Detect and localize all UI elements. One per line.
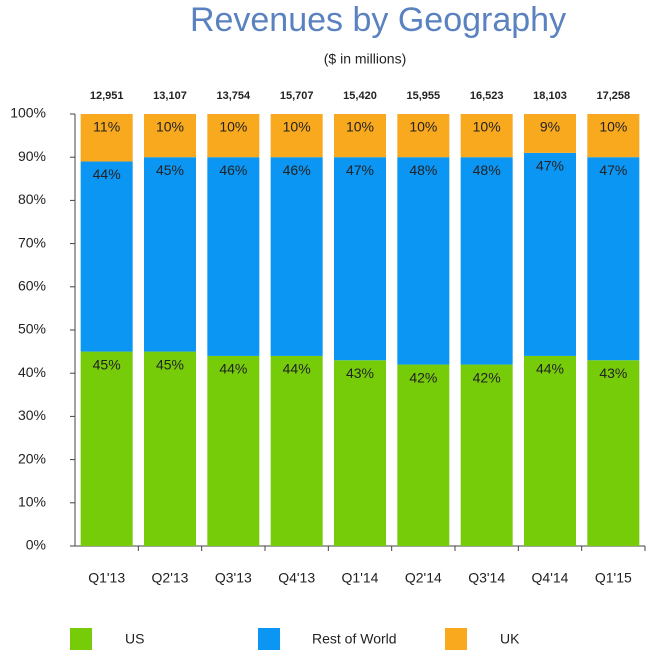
bar-segment <box>334 114 386 158</box>
total-label: 16,523 <box>470 90 504 102</box>
value-label: 10% <box>599 119 627 135</box>
value-label: 44% <box>93 166 121 182</box>
value-label: 43% <box>346 365 374 381</box>
y-tick-label: 70% <box>18 234 46 250</box>
legend-label: UK <box>500 631 520 647</box>
bar-segment <box>397 114 450 158</box>
legend-label: US <box>125 631 144 647</box>
bar-segment <box>80 351 133 546</box>
bar-segment <box>524 114 576 153</box>
y-tick-label: 30% <box>18 407 46 423</box>
total-label: 15,420 <box>343 90 377 102</box>
y-tick-label: 40% <box>18 364 46 380</box>
bar-segment <box>207 355 260 546</box>
bar-segment <box>524 355 576 546</box>
bar-segment <box>334 360 386 546</box>
x-tick-label: Q4'14 <box>532 570 569 586</box>
value-label: 45% <box>93 356 121 372</box>
value-label: 47% <box>346 162 374 178</box>
y-tick-label: 80% <box>18 191 46 207</box>
y-tick-label: 10% <box>18 494 46 510</box>
value-label: 10% <box>219 119 247 135</box>
chart-subtitle: ($ in millions) <box>324 51 406 67</box>
bar-segment <box>80 161 133 352</box>
total-label: 13,107 <box>153 90 187 102</box>
value-label: 45% <box>156 356 184 372</box>
bar-segment <box>397 364 450 546</box>
y-tick-label: 20% <box>18 450 46 466</box>
bar-segment <box>270 355 323 546</box>
value-label: 44% <box>536 361 564 377</box>
total-label: 15,707 <box>280 90 314 102</box>
bar-segment <box>397 157 450 365</box>
legend-swatch <box>445 628 467 650</box>
total-label: 18,103 <box>533 90 567 102</box>
value-label: 43% <box>599 365 627 381</box>
total-label: 17,258 <box>597 90 631 102</box>
value-label: 10% <box>156 119 184 135</box>
value-label: 9% <box>540 119 560 135</box>
x-tick-label: Q3'14 <box>468 570 505 586</box>
bar-segment <box>524 152 576 356</box>
bar-segment <box>80 114 133 162</box>
x-tick-label: Q4'13 <box>278 570 315 586</box>
bar-segment <box>207 114 260 158</box>
value-label: 44% <box>283 361 311 377</box>
legend-swatch <box>258 628 280 650</box>
bar-segment <box>270 157 323 356</box>
bar-segment <box>207 157 260 356</box>
chart-title: Revenues by Geography <box>190 1 566 39</box>
value-label: 10% <box>346 119 374 135</box>
value-label: 10% <box>473 119 501 135</box>
total-label: 12,951 <box>90 90 124 102</box>
bar-segment <box>334 157 386 361</box>
bar-segment <box>460 114 513 158</box>
x-tick-label: Q1'14 <box>342 570 379 586</box>
value-label: 46% <box>283 162 311 178</box>
value-label: 47% <box>599 162 627 178</box>
bar-segment <box>144 114 196 158</box>
legend-swatch <box>70 628 92 650</box>
value-label: 48% <box>473 162 501 178</box>
value-label: 46% <box>219 162 247 178</box>
value-label: 45% <box>156 162 184 178</box>
bar-segment <box>270 114 323 158</box>
y-tick-label: 100% <box>10 105 46 121</box>
y-tick-label: 50% <box>18 321 46 337</box>
value-label: 10% <box>283 119 311 135</box>
bar-segment <box>144 157 196 352</box>
bar-segment <box>460 364 513 546</box>
value-label: 44% <box>219 361 247 377</box>
value-label: 10% <box>409 119 437 135</box>
x-tick-label: Q2'14 <box>405 570 442 586</box>
x-tick-label: Q3'13 <box>215 570 252 586</box>
x-tick-label: Q2'13 <box>152 570 189 586</box>
bar-segment <box>587 114 640 158</box>
x-tick-label: Q1'15 <box>595 570 632 586</box>
bar-segment <box>144 351 196 546</box>
value-label: 48% <box>409 162 437 178</box>
bar-segment <box>460 157 513 365</box>
y-tick-label: 0% <box>26 537 46 553</box>
bar-segment <box>587 157 640 361</box>
total-label: 15,955 <box>407 90 441 102</box>
bar-segment <box>587 360 640 546</box>
value-label: 47% <box>536 158 564 174</box>
y-tick-label: 60% <box>18 278 46 294</box>
value-label: 42% <box>409 369 437 385</box>
legend-label: Rest of World <box>312 631 397 647</box>
total-label: 13,754 <box>217 90 252 102</box>
x-tick-label: Q1'13 <box>88 570 125 586</box>
value-label: 42% <box>473 369 501 385</box>
y-tick-label: 90% <box>18 148 46 164</box>
value-label: 11% <box>93 119 120 135</box>
